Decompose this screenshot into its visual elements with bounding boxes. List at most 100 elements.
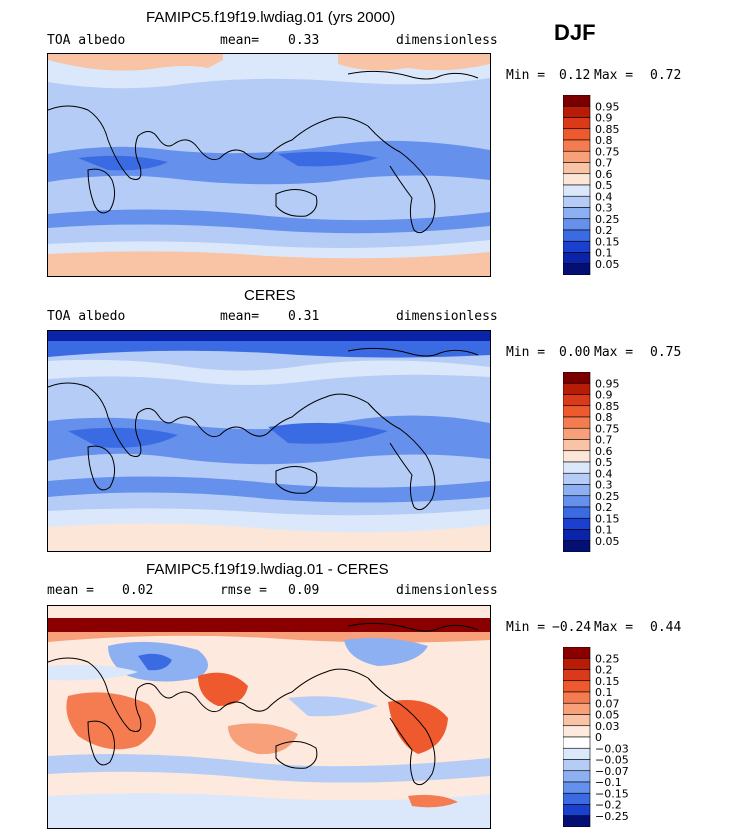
panel3-colorbar-tick-label: 0.05 xyxy=(595,709,620,722)
panel3-atlantic-weak-negative xyxy=(48,664,138,681)
panel2-colorbar-labels: 0.950.90.850.80.750.70.60.50.40.30.250.2… xyxy=(595,377,620,548)
panel2-colorbar-swatch xyxy=(563,405,591,418)
panel1-colorbar-tick-label: 0.95 xyxy=(595,100,620,113)
panel1-colorbar-swatch xyxy=(563,263,591,275)
panel2-antarctic-band xyxy=(48,523,490,551)
panel1-colorbar-tick-label: 0.6 xyxy=(595,168,613,181)
panel3-colorbar-tick-label: −0.2 xyxy=(595,799,622,812)
panel1-colorbar-swatch xyxy=(563,173,591,186)
panel2-colorbar-tick-label: 0.6 xyxy=(595,445,613,458)
panel1-colorbar-tick-label: 0.25 xyxy=(595,213,620,226)
panel3-colorbar-swatch xyxy=(563,680,591,693)
panel2-colorbar-tick-label: 0.75 xyxy=(595,422,620,435)
panel3-mean-label: mean = xyxy=(47,583,94,598)
panel3-title: FAMIPC5.f19f19.lwdiag.01 - CERES xyxy=(146,561,389,578)
panel1-colorbar-swatch xyxy=(563,162,591,175)
panel3-colorbar-tick-label: 0.1 xyxy=(595,686,613,699)
panel1-mean-label: mean= xyxy=(220,33,260,48)
panel2-colorbar-tick-label: 0.1 xyxy=(595,524,613,537)
panel3-colorbar-labels: 0.250.20.150.10.070.050.030−0.03−0.05−0.… xyxy=(595,652,629,823)
panel1-colorbar-swatch xyxy=(563,252,591,265)
panel2-colorbar-swatch xyxy=(563,472,591,485)
panel3-colorbar-swatch xyxy=(563,804,591,817)
panel1-colorbar-swatch xyxy=(563,139,591,152)
panel2-min-label: Min = xyxy=(506,345,546,360)
panel2-colorbar-tick-label: 0.3 xyxy=(595,479,613,492)
panel3-asia-positive xyxy=(198,672,248,706)
panel3-map xyxy=(47,605,491,829)
panel1-colorbar-swatch xyxy=(563,207,591,220)
panel1-colorbar-tick-label: 0.8 xyxy=(595,134,613,147)
panel3-colorbar: 0.250.20.150.10.070.050.030−0.03−0.05−0.… xyxy=(563,647,629,827)
panel2-colorbar-swatch xyxy=(563,506,591,519)
panel3-rmse-label: rmse = xyxy=(220,583,267,598)
panel2-colorbar-swatch xyxy=(563,439,591,452)
panel1-colorbar-swatch xyxy=(563,218,591,231)
season-label: DJF xyxy=(554,20,596,45)
panel3-max-value: 0.44 xyxy=(650,620,682,635)
panel2-colorbar-swatch xyxy=(563,450,591,463)
panel2-colorbar-swatch xyxy=(563,372,591,384)
panel3-colorbar-swatch xyxy=(563,792,591,805)
panel2-colorbar: 0.950.90.850.80.750.70.60.50.40.30.250.2… xyxy=(563,372,620,552)
panel1-colorbar-tick-label: 0.9 xyxy=(595,112,613,125)
panel2-colorbar-swatch xyxy=(563,484,591,497)
panel3-antarctic-negative xyxy=(48,793,490,828)
panel2-map-svg xyxy=(48,331,490,551)
panel3-colorbar-tick-label: −0.25 xyxy=(595,810,629,823)
panel1-colorbar-tick-label: 0.05 xyxy=(595,258,620,271)
panel2-colorbar-swatch xyxy=(563,427,591,440)
panel3-colorbar-swatch xyxy=(563,781,591,794)
panel3-colorbar-swatch xyxy=(563,725,591,738)
panel1-indian-ocean-low xyxy=(78,155,168,171)
panel1-max-value: 0.72 xyxy=(650,68,682,83)
panel3-colorbar-tick-label: 0.2 xyxy=(595,664,613,677)
panel3-namerica-negative xyxy=(344,638,428,666)
panel3-colorbar-tick-label: −0.1 xyxy=(595,776,622,789)
panel1-colorbar-tick-label: 0.7 xyxy=(595,157,613,170)
panel2-mean-value: 0.31 xyxy=(288,309,320,324)
panel1-colorbar-tick-label: 0.85 xyxy=(595,123,620,136)
panel1-colorbar-swatch xyxy=(563,150,591,163)
panel1-colorbar-swatch xyxy=(563,95,591,107)
panel2-max-label: Max = xyxy=(594,345,634,360)
panel3-colorbar-swatch xyxy=(563,770,591,783)
panel1-colorbar-labels: 0.950.90.850.80.750.70.60.50.40.30.250.2… xyxy=(595,100,620,271)
panel2-colorbar-swatch xyxy=(563,461,591,474)
panel3-samerica-positive xyxy=(388,700,448,754)
panel2-colorbar-tick-label: 0.4 xyxy=(595,467,613,480)
panel2-midlat-light-band xyxy=(48,359,490,385)
panel2-min-value: 0.00 xyxy=(559,345,591,360)
panel2-pacific-low xyxy=(268,422,388,444)
panel3-colorbar-tick-label: −0.15 xyxy=(595,787,629,800)
panel3-antarctic-positive-patch xyxy=(408,794,458,808)
panel1-map-svg xyxy=(48,54,490,276)
panel3-eurasia-strong-negative xyxy=(138,653,172,671)
panel1-colorbar-swatch xyxy=(563,229,591,242)
panel2-coastlines xyxy=(48,347,479,511)
panel1-map xyxy=(47,53,491,277)
panel3-colorbar-swatch xyxy=(563,691,591,704)
panel2-colorbar-swatch xyxy=(563,382,591,395)
panel2-colorbar-swatch xyxy=(563,416,591,429)
panel3-colorbar-tick-label: −0.07 xyxy=(595,765,629,778)
panel2-southern-band xyxy=(48,476,490,503)
panel1-colorbar-swatch xyxy=(563,184,591,197)
panel3-colorbar-swatch xyxy=(563,647,591,659)
panel3-colorbar-swatch xyxy=(563,657,591,670)
panel3-colorbar-swatch xyxy=(563,759,591,772)
panel3-coastlines xyxy=(48,622,479,786)
panel2-variable-label: TOA albedo xyxy=(47,309,126,324)
panel3-rmse-value: 0.09 xyxy=(288,583,320,598)
panel3-australia-positive xyxy=(228,723,298,755)
panel1-variable-label: TOA albedo xyxy=(47,33,126,48)
panel1-colorbar-tick-label: 0.1 xyxy=(595,247,613,260)
panel1-min-label: Min = xyxy=(506,68,546,83)
panel1-max-label: Max = xyxy=(594,68,634,83)
panel1-colorbar-tick-label: 0.4 xyxy=(595,190,613,203)
panel1-colorbar-swatch xyxy=(563,128,591,141)
panel2-colorbar-swatch xyxy=(563,529,591,542)
panel3-southern-negative xyxy=(48,754,490,783)
panel2-colorbar-swatches xyxy=(563,372,591,552)
panel2-colorbar-tick-label: 0.7 xyxy=(595,434,613,447)
